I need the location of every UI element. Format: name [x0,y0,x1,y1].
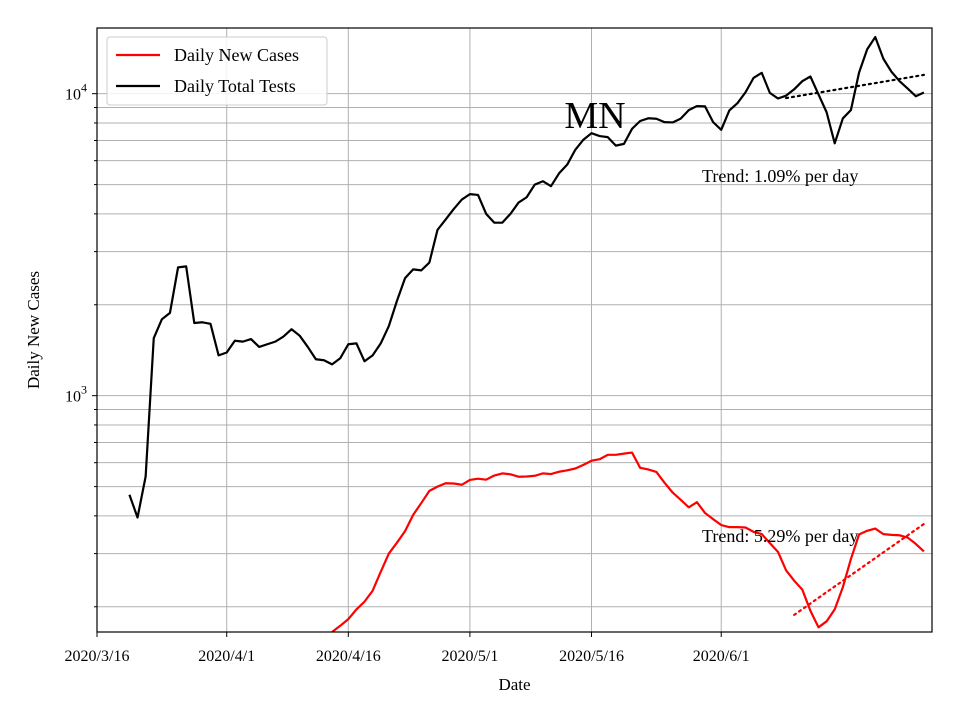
y-axis-ticks: 103 104 [65,81,97,608]
x-axis-label: Date [498,675,530,694]
y-tick-label: 104 [65,81,87,104]
trend-annotation: Trend: 1.09% per day [702,166,858,186]
legend-box [106,36,328,106]
legend: Daily New Cases Daily Total Tests [106,36,328,106]
x-tick-label: 2020/3/16 [65,648,130,665]
trend-lines [784,73,925,616]
series-lines [128,35,925,632]
x-tick-label: 2020/5/16 [559,648,624,665]
legend-label: Daily Total Tests [174,76,296,96]
trend-line-tests [784,73,925,100]
x-tick-label: 2020/4/1 [198,648,255,665]
trend-line-cases [793,522,925,616]
series-line-daily-new-cases [331,451,925,632]
series-line-daily-total-tests [128,35,925,519]
legend-label: Daily New Cases [174,45,299,65]
plot-frame [96,27,933,633]
y-grid [97,93,932,608]
trend-annotation: Trend: 5.29% per day [702,526,858,546]
x-axis-ticks: 2020/3/16 2020/4/1 2020/4/16 2020/5/1 2020/5… [65,632,750,665]
chart-title: MN [564,95,625,137]
y-axis-label: Daily New Cases [24,271,43,389]
x-tick-label: 2020/6/1 [693,648,750,665]
x-tick-label: 2020/5/1 [441,648,498,665]
x-tick-label: 2020/4/16 [316,648,381,665]
trend-annotations: Trend: 5.29% per day Trend: 1.09% per day [702,166,858,546]
y-tick-label: 103 [65,383,87,406]
